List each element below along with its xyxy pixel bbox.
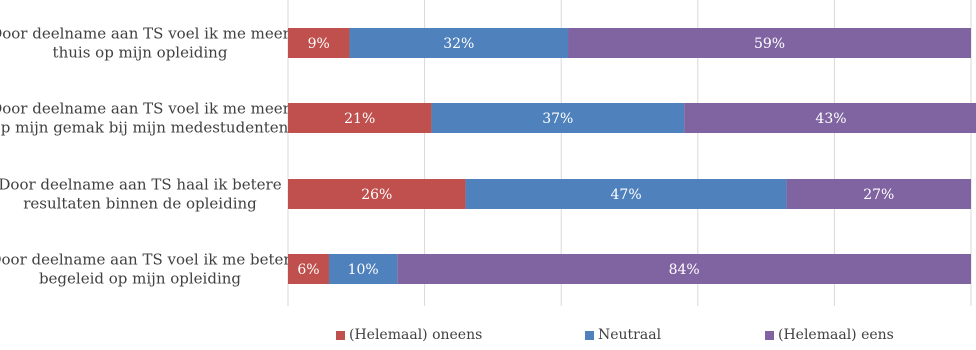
legend-swatch	[336, 330, 345, 340]
legend-swatch	[585, 330, 594, 340]
category-label: Door deelname aan TS voel ik me beter beg…	[0, 251, 291, 288]
legend-label: (Helemaal) oneens	[349, 327, 483, 343]
bar-segment	[288, 179, 466, 209]
bar-segment	[328, 254, 398, 284]
bar-segment	[349, 28, 569, 58]
bar-segment	[288, 28, 350, 58]
data-label: 37%	[542, 111, 573, 127]
legend: (Helemaal) oneens Neutraal (Helemaal) ee…	[0, 327, 976, 347]
legend-label: Neutraal	[598, 327, 662, 343]
category-labels: Door deelname aan TS voel ik me meer thui…	[0, 25, 291, 288]
data-label: 84%	[669, 262, 700, 278]
bar-segment	[684, 103, 976, 133]
category-label: Door deelname aan TS haal ik betere resul…	[0, 176, 282, 213]
data-label: 26%	[361, 187, 392, 203]
bar-segment	[568, 28, 971, 58]
category-label: Door deelname aan TS voel ik me meer op m…	[0, 100, 291, 137]
data-label: 27%	[863, 187, 894, 203]
category-label: Door deelname aan TS voel ik me meer thui…	[0, 25, 291, 62]
bar-segment	[288, 254, 329, 284]
data-label: 6%	[297, 262, 319, 278]
legend-item-eens: (Helemaal) eens	[765, 327, 894, 343]
legend-label: (Helemaal) eens	[778, 327, 894, 343]
bar-segment	[397, 254, 971, 284]
data-labels: 9% 32% 59% 21% 37% 43% 26% 47% 27% 6% 10% 84%	[297, 36, 894, 278]
bar-segments	[288, 28, 976, 284]
data-label: 21%	[344, 111, 375, 127]
data-label: 43%	[815, 111, 846, 127]
data-label: 47%	[611, 187, 642, 203]
data-label: 32%	[443, 36, 474, 52]
data-label: 59%	[754, 36, 785, 52]
bar-segment	[288, 103, 432, 133]
bar-segment	[786, 179, 971, 209]
data-label: 10%	[348, 262, 379, 278]
legend-item-neutraal: Neutraal	[585, 327, 661, 343]
legend-item-oneens: (Helemaal) oneens	[336, 327, 482, 343]
bar-segment	[431, 103, 685, 133]
legend-swatch	[765, 330, 774, 340]
data-label: 9%	[308, 36, 330, 52]
bar-segment	[465, 179, 787, 209]
